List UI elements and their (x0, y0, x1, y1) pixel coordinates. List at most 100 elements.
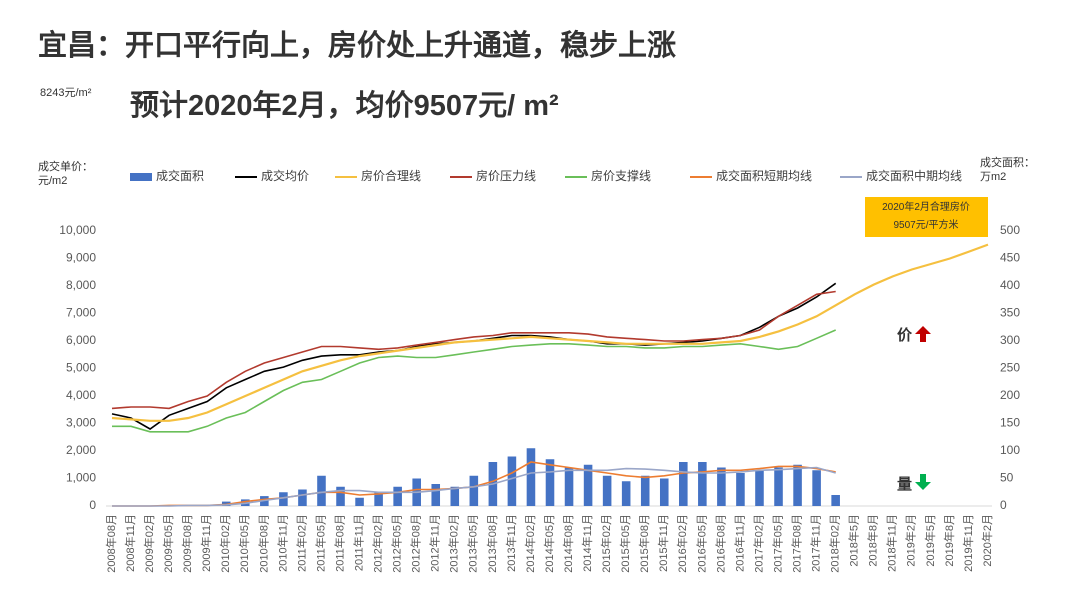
y-axis-label-part: 成交单价： (38, 159, 93, 173)
x-tick-label: 2011年11月 (351, 514, 365, 571)
x-tick-label: 2014年02月 (523, 514, 537, 573)
legend-label: 成交面积短期均线 (716, 168, 812, 183)
y2-tick-label: 400 (1000, 278, 1020, 292)
x-tick-label: 2016年05月 (694, 514, 708, 573)
x-tick-label: 2016年08月 (713, 514, 727, 573)
x-tick-label: 2020年2月 (980, 514, 994, 567)
bar (355, 497, 364, 506)
bar (507, 456, 517, 506)
bar (640, 475, 650, 506)
y2-tick-label: 350 (1000, 306, 1020, 320)
chart-title: 宜昌：开口平行向上，房价处上升通道，稳步上涨 (38, 28, 676, 62)
x-tick-label: 2017年05月 (770, 514, 784, 573)
bar (698, 462, 707, 506)
bar (374, 492, 383, 506)
y2-axis-label-part: 成交面积： (980, 155, 1035, 169)
x-tick-label: 2019年11月 (961, 514, 975, 572)
bar (621, 481, 631, 506)
legend-label: 成交均价 (261, 168, 309, 183)
legend-label: 房价支撑线 (591, 168, 651, 183)
y2-axis-label: 成交面积： 万m2 (980, 155, 1035, 183)
x-tick-label: 2014年08月 (561, 514, 575, 573)
y2-tick-label: 250 (1000, 361, 1020, 375)
x-tick-label: 2010年08月 (256, 514, 270, 573)
y-tick-label: 5,000 (66, 361, 96, 375)
bar (317, 475, 326, 506)
y-tick-label: 8,000 (66, 278, 96, 292)
bar (659, 478, 669, 506)
y2-tick-label: 50 (1000, 471, 1014, 485)
x-tick-label: 2010年02月 (218, 514, 232, 573)
x-tick-label: 2015年05月 (618, 514, 632, 573)
y-tick-label: 3,000 (66, 416, 96, 430)
x-tick-label: 2012年11月 (428, 514, 442, 572)
bar (393, 486, 402, 506)
x-tick-label: 2009年05月 (161, 514, 175, 573)
x-tick-label: 2008年11月 (123, 514, 137, 572)
bar (583, 464, 593, 506)
y-axis-label: 成交单价： 元/m2 (38, 159, 93, 187)
x-tick-label: 2008年08月 (104, 514, 118, 573)
x-tick-label: 2009年11月 (199, 514, 213, 572)
x-tick-label: 2015年08月 (637, 514, 651, 573)
y-axis-label-part: 元/m2 (38, 175, 67, 187)
y2-tick-label: 300 (1000, 333, 1020, 347)
x-tick-label: 2011年02月 (294, 514, 308, 572)
bar (793, 464, 802, 506)
legend-label: 成交面积中期均线 (866, 168, 962, 183)
line (111, 290, 836, 410)
x-tick-label: 2019年5月 (923, 514, 937, 567)
y2-tick-label: 200 (1000, 388, 1020, 402)
x-tick-label: 2017年08月 (789, 514, 803, 573)
x-tick-label: 2010年05月 (237, 514, 251, 573)
up-arrow (915, 326, 931, 342)
x-tick-label: 2013年02月 (447, 514, 461, 573)
x-tick-label: 2017年11月 (809, 514, 823, 572)
bar (717, 467, 726, 506)
note: 8243元/m² (40, 87, 92, 99)
x-tick-label: 2011年05月 (313, 514, 327, 572)
volume-mark: 量 (897, 476, 912, 493)
x-tick-label: 2017年02月 (751, 514, 765, 573)
y2-tick-label: 0 (1000, 498, 1007, 512)
x-tick-label: 2016年02月 (675, 514, 689, 573)
bar (526, 448, 536, 506)
x-tick-label: 2014年11月 (580, 514, 594, 572)
y2-tick-label: 100 (1000, 443, 1020, 457)
x-tick-label: 2015年02月 (599, 514, 613, 573)
bar (831, 495, 840, 506)
x-tick-label: 2010年11月 (275, 514, 289, 572)
bar (602, 475, 612, 506)
x-tick-label: 2013年11月 (504, 514, 518, 572)
x-tick-label: 2016年11月 (732, 514, 746, 572)
price-mark: 价 (897, 327, 913, 344)
y2-axis-label-part: 万m2 (980, 171, 1006, 183)
legend-swatch (130, 173, 152, 181)
line (112, 329, 837, 433)
bar (812, 470, 821, 506)
x-tick-label: 2019年8月 (942, 514, 956, 567)
y-tick-label: 0 (89, 498, 96, 512)
bar (336, 486, 345, 506)
bar (450, 486, 460, 506)
x-tick-label: 2015年11月 (656, 514, 670, 572)
bar (564, 467, 574, 506)
x-tick-label: 2009年02月 (142, 514, 156, 573)
x-tick-label: 2013年08月 (485, 514, 499, 573)
bar (679, 462, 688, 506)
y2-tick-label: 500 (1000, 223, 1020, 237)
x-tick-label: 2011年08月 (332, 514, 346, 572)
bar (774, 467, 783, 506)
x-tick-label: 2014年05月 (542, 514, 556, 573)
bar (755, 470, 764, 506)
legend-label: 房价合理线 (361, 168, 421, 183)
x-tick-label: 2018年11月 (885, 514, 899, 572)
x-tick-label: 2009年08月 (180, 514, 194, 573)
line (111, 243, 989, 422)
y-tick-label: 7,000 (66, 306, 96, 320)
x-tick-label: 2012年08月 (409, 514, 423, 573)
x-tick-label: 2018年5月 (847, 514, 861, 567)
bar (736, 473, 745, 506)
x-tick-label: 2012年05月 (390, 514, 404, 573)
